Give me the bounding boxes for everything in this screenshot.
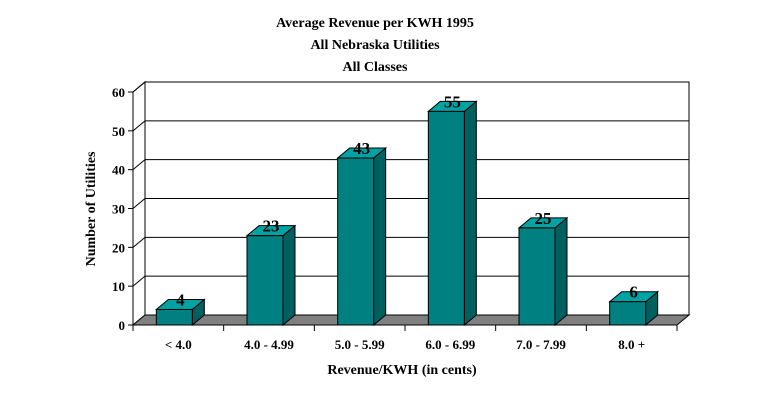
- x-tick-label: 6.0 - 6.99: [425, 337, 475, 352]
- data-label: 23: [263, 217, 280, 236]
- data-label: 55: [444, 92, 461, 111]
- x-tick-label: 8.0 +: [618, 337, 645, 352]
- x-tick-label: < 4.0: [165, 337, 192, 352]
- x-tick-label: 4.0 - 4.99: [244, 337, 294, 352]
- gridline-side: [132, 198, 146, 209]
- bar: [518, 227, 556, 326]
- y-tick-label: 20: [112, 240, 125, 255]
- bar-side: [373, 146, 387, 327]
- floor: [131, 314, 691, 326]
- bar: [337, 157, 375, 326]
- data-label: 43: [353, 139, 370, 158]
- y-tick-label: 10: [112, 279, 125, 294]
- data-label: 4: [176, 290, 185, 309]
- gridline-side: [132, 120, 146, 132]
- y-axis-title: Number of Utilities: [84, 151, 99, 266]
- chart-title-line-2: All Nebraska Utilities: [310, 38, 440, 53]
- x-tick-label: 7.0 - 7.99: [516, 337, 566, 352]
- data-label: 6: [629, 283, 638, 302]
- gridline-side: [132, 159, 146, 171]
- chart-title-line-3: All Classes: [343, 60, 409, 75]
- y-tick-label: 60: [112, 85, 125, 100]
- data-label: 25: [535, 209, 552, 228]
- bar: [246, 235, 284, 326]
- bar-side: [282, 224, 296, 327]
- bar-side: [463, 100, 477, 327]
- y-tick-label: 0: [119, 318, 126, 333]
- x-tick-label: 5.0 - 5.99: [335, 337, 385, 352]
- bar: [609, 301, 647, 326]
- bar: [155, 308, 193, 326]
- plot-area: 0 10 20 30 40 50 60 < 4.0 4 4.0 - 4.99 23 5.0 - 5.9…: [112, 80, 691, 352]
- y-tick-label: 50: [112, 124, 125, 139]
- gridline-side: [132, 236, 146, 248]
- bar: [427, 110, 465, 326]
- gridline-side: [132, 275, 146, 287]
- y-tick-label: 40: [112, 163, 125, 178]
- y-tick-label: 30: [112, 202, 125, 217]
- x-axis-title: Revenue/KWH (in cents): [327, 363, 477, 378]
- bar-side: [554, 216, 568, 327]
- chart-title-line-1: Average Revenue per KWH 1995: [276, 16, 474, 31]
